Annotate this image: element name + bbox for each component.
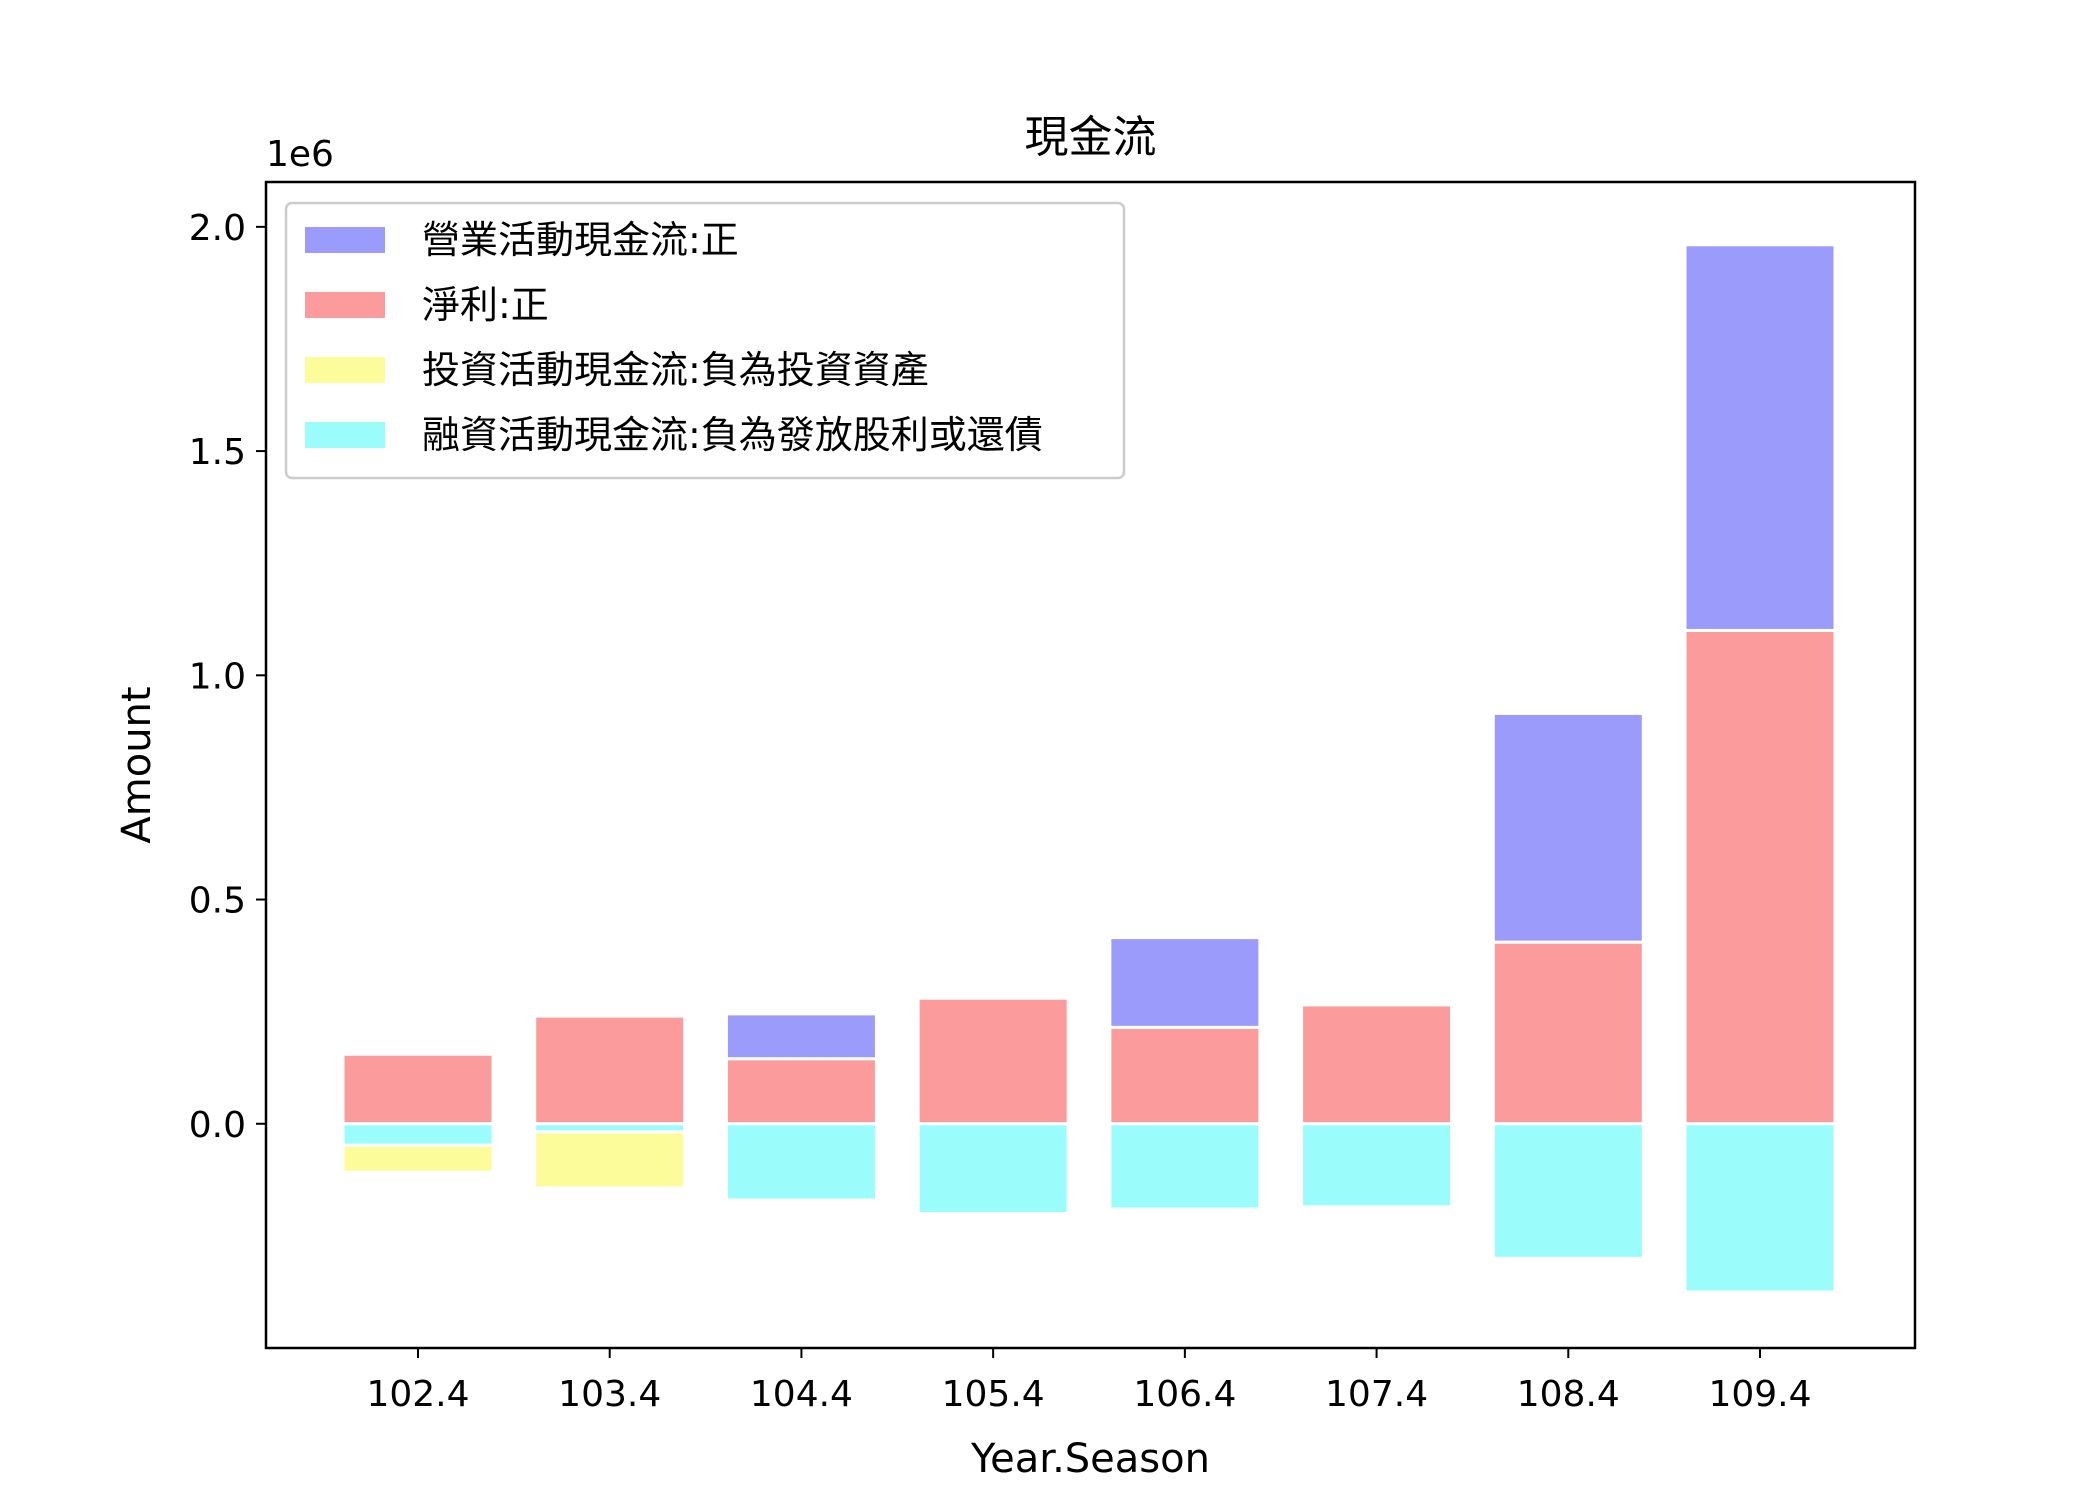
legend-swatch (305, 292, 385, 318)
bar-2-107.4 (1300, 1003, 1454, 1126)
y-axis-label: Amount (114, 686, 160, 843)
x-axis-label: Year.Season (970, 1436, 1210, 1482)
x-tick-label: 104.4 (750, 1374, 853, 1415)
x-tick-label: 102.4 (366, 1374, 469, 1415)
bar-4-108.4 (1491, 1122, 1645, 1260)
bar-4-107.4 (1300, 1122, 1454, 1209)
bar-2-102.4 (341, 1052, 495, 1126)
legend-swatch (305, 357, 385, 383)
bar-2-105.4 (916, 996, 1070, 1126)
y-scale-label: 1e6 (266, 134, 334, 175)
bar-4-109.4 (1683, 1122, 1837, 1294)
bar-3-102.4 (341, 1143, 495, 1174)
x-tick-label: 106.4 (1133, 1374, 1236, 1415)
y-tick-label: 1.5 (189, 432, 246, 473)
x-tick-label: 103.4 (558, 1374, 661, 1415)
y-tick-label: 0.0 (189, 1105, 246, 1146)
bar-3-103.4 (533, 1130, 687, 1190)
legend-swatch (305, 422, 385, 448)
x-tick-label: 105.4 (942, 1374, 1045, 1415)
bar-1-109.4 (1683, 243, 1837, 632)
axes-layer: 0.0 0.5 1.0 1.5 2.0 102.4 103.4 104.4 105.4 106.4… (189, 180, 1917, 1415)
legend: 營業活動現金流:正淨利:正投資活動現金流:負為投資資產融資活動現金流:負為發放股… (284, 201, 1126, 480)
bar-1-106.4 (1108, 936, 1262, 1029)
bar-4-106.4 (1108, 1122, 1262, 1211)
bar-1-104.4 (724, 1012, 878, 1061)
legend-label: 融資活動現金流:負為發放股利或還債 (422, 413, 1043, 457)
x-tick-label: 107.4 (1325, 1374, 1428, 1415)
legend-label: 營業活動現金流:正 (422, 218, 739, 262)
bar-4-102.4 (341, 1122, 495, 1147)
bar-2-106.4 (1108, 1025, 1262, 1126)
bar-4-105.4 (916, 1122, 1070, 1215)
bar-1-108.4 (1491, 711, 1645, 944)
bar-4-104.4 (724, 1122, 878, 1202)
legend-box (284, 201, 1126, 480)
bar-2-108.4 (1491, 940, 1645, 1126)
chart-title: 現金流 (1025, 112, 1157, 163)
x-tick-label: 109.4 (1708, 1374, 1811, 1415)
y-tick-label: 0.5 (189, 881, 246, 922)
x-tick-label: 108.4 (1517, 1374, 1620, 1415)
bars-layer (341, 243, 1837, 1294)
legend-label: 淨利:正 (422, 283, 549, 327)
bar-2-103.4 (533, 1014, 687, 1126)
legend-label: 投資活動現金流:負為投資資產 (422, 348, 929, 392)
y-tick-label: 2.0 (189, 208, 246, 249)
y-tick-label: 1.0 (189, 656, 246, 697)
plot-frame (264, 180, 1917, 1350)
bar-2-109.4 (1683, 628, 1837, 1126)
legend-swatch (305, 227, 385, 253)
bar-2-104.4 (724, 1057, 878, 1126)
